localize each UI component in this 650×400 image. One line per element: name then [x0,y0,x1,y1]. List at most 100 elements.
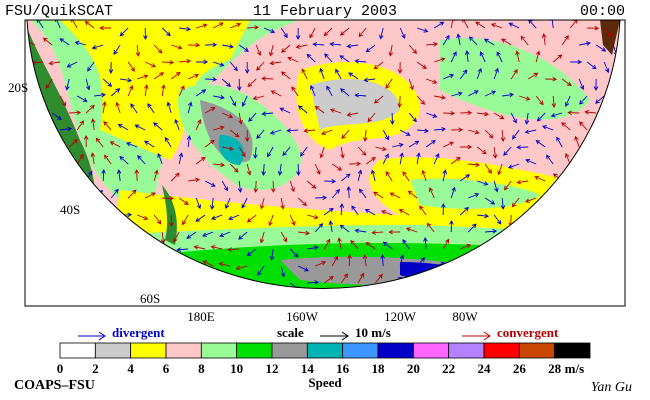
wind-arrow [536,300,541,310]
wind-arrow [541,33,547,46]
wind-arrow [113,44,121,55]
wind-arrow [87,61,95,72]
wind-arrow [399,254,405,267]
wind-arrow [213,61,225,67]
wind-arrow [227,282,240,288]
wind-arrow [295,44,308,49]
wind-arrow [77,193,89,199]
wind-arrow [612,214,620,225]
wind-arrow [358,188,367,199]
wind-arrow [383,298,394,302]
wind-arrow [511,197,520,208]
wind-arrow [516,145,529,150]
wind-arrow [246,163,252,176]
wind-arrow [111,295,121,300]
wind-arrow [589,273,597,284]
wind-arrow [174,118,180,131]
wind-arrow [442,141,454,148]
wind-arrow [581,153,588,165]
wind-arrow [595,257,605,267]
colorbar-cell [236,342,273,359]
wind-arrow [550,112,563,118]
scale-arrow [320,331,349,341]
wind-arrow [595,95,605,104]
wind-arrow [520,35,529,46]
wind-arrow [116,169,122,182]
colorbar-cell [306,342,344,359]
wind-arrow [267,146,274,158]
wind-field [25,20,620,310]
wind-arrow [434,57,446,63]
wind-arrow [253,180,259,193]
wind-arrow [561,122,571,131]
colorbar-cell [412,342,450,359]
colorbar-label: 2 [92,361,99,376]
wind-arrow [34,146,41,158]
wind-arrow [335,68,342,80]
wind-arrow [399,152,404,165]
wind-arrow [204,107,216,114]
wind-arrow [161,27,171,37]
wind-arrow [397,95,402,108]
wind-arrow [365,157,376,165]
wind-arrow [556,136,563,148]
wind-arrow [52,146,64,151]
wind-arrow [319,146,325,159]
wind-arrow [397,61,403,74]
colorbar-cell [59,342,96,359]
colorbar-cell [518,342,556,359]
wind-arrow [379,27,384,40]
wind-arrow [357,146,367,156]
wind-arrow [385,171,393,182]
colorbar-cell [271,342,308,359]
wind-arrow [127,61,135,72]
wind-arrow [196,59,209,65]
wind-arrow [27,78,36,89]
wind-arrow [460,144,473,150]
wind-arrow [323,207,334,216]
wind-arrow [595,197,605,207]
wind-arrow [229,61,238,72]
wind-arrow [367,112,376,123]
wind-arrow [259,231,265,244]
wind-arrow [202,260,214,267]
wind-arrow [493,112,505,120]
wind-arrow [535,265,546,274]
colorbar-cell [200,342,238,359]
wind-arrow [587,228,600,234]
wind-arrow [51,112,62,120]
wind-arrow [85,78,91,91]
wind-arrow [205,77,218,82]
wind-arrow [229,95,236,107]
wind-arrow [601,179,614,185]
wind-arrow [204,300,214,305]
wind-arrow [128,230,141,236]
wind-arrow [42,37,53,46]
wind-arrow [515,50,520,63]
wind-arrow [489,282,495,289]
wind-arrow [119,155,129,165]
colorbar-label: 10 [230,361,243,376]
wind-arrow [147,103,155,114]
wind-arrow [211,214,223,220]
wind-arrow [182,214,189,226]
wind-arrow [477,180,489,186]
wind-arrow [382,153,389,165]
wind-arrow [76,223,86,233]
wind-arrow [553,300,564,304]
wind-arrow [464,50,470,63]
wind-arrow [59,225,70,233]
wind-arrow [101,169,106,182]
wind-arrow [596,293,604,300]
wind-arrow [550,20,555,29]
wind-arrow [578,271,584,284]
wind-arrow [195,156,206,165]
wind-arrow [115,101,121,114]
colorbar-cell [165,342,202,359]
wind-arrow [136,248,144,260]
wind-arrow [298,230,311,236]
wind-arrow [426,112,438,118]
wind-arrow [468,36,478,46]
wind-arrow [365,44,376,53]
wind-arrow [518,231,528,241]
